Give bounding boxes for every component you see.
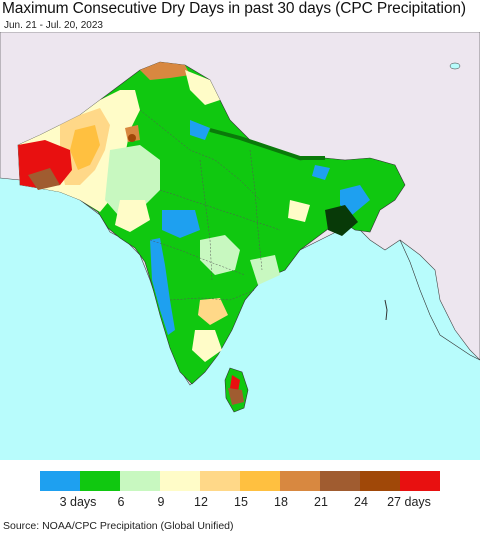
legend-color-bar xyxy=(40,471,440,491)
legend-label-3: 3 days xyxy=(59,495,97,509)
sri-lanka-red-zone xyxy=(230,375,240,392)
legend-swatch-6 xyxy=(280,471,320,491)
source-note: Source: NOAA/CPC Precipitation (Global U… xyxy=(3,520,234,532)
tibet-lake xyxy=(449,62,461,70)
legend-label-9: 9 xyxy=(157,495,165,509)
map-title: Maximum Consecutive Dry Days in past 30 … xyxy=(2,0,466,17)
gangetic-blue-patch xyxy=(190,120,210,140)
western-ghats-blue-zone xyxy=(150,238,175,335)
precipitation-map xyxy=(0,32,480,460)
legend-label-15: 15 xyxy=(234,495,248,509)
legend-swatch-0 xyxy=(40,471,80,491)
northeast-blue-patch xyxy=(312,165,330,180)
state-borders xyxy=(139,109,281,301)
odisha-pale-zone xyxy=(288,200,310,222)
bay-bengal-blue-patch xyxy=(340,185,370,215)
legend-swatch-7 xyxy=(320,471,360,491)
legend-swatch-3 xyxy=(160,471,200,491)
deccan-pale-zone-2 xyxy=(250,255,280,285)
legend-label-6: 6 xyxy=(117,495,125,509)
deccan-orange-patch xyxy=(198,298,228,325)
legend-swatch-8 xyxy=(360,471,400,491)
legend-swatch-1 xyxy=(80,471,120,491)
southeast-asia-coast xyxy=(399,239,480,361)
ladakh-pale-zone xyxy=(185,70,220,105)
legend-swatch-9 xyxy=(400,471,440,491)
andaman-islands xyxy=(384,299,388,321)
legend-swatch-2 xyxy=(120,471,160,491)
date-range: Jun. 21 - Jul. 20, 2023 xyxy=(4,20,103,31)
south-pale-zone xyxy=(192,330,222,362)
legend-swatch-4 xyxy=(200,471,240,491)
gujarat-pale-zone xyxy=(115,200,150,232)
legend-label-12: 12 xyxy=(194,495,208,509)
legend-label-24: 24 xyxy=(354,495,368,509)
pakistan-yellow-zone xyxy=(70,125,100,170)
himalaya-border xyxy=(209,128,325,160)
central-india-blue-zone xyxy=(162,210,200,238)
legend-label-27: 27 days xyxy=(387,495,431,509)
balochistan-brown-zone xyxy=(28,168,60,190)
rajasthan-pale-zone xyxy=(105,145,160,215)
bangladesh-dark-patch xyxy=(325,205,358,236)
legend-label-21: 21 xyxy=(314,495,328,509)
kashmir-brown-zone xyxy=(140,62,190,80)
legend-labels: 3 days 6 9 12 15 18 21 24 27 days xyxy=(0,495,480,511)
sindh-brown-patch xyxy=(128,134,136,142)
legend-label-18: 18 xyxy=(274,495,288,509)
sri-lanka-brown-zone xyxy=(228,388,244,405)
legend-swatch-5 xyxy=(240,471,280,491)
